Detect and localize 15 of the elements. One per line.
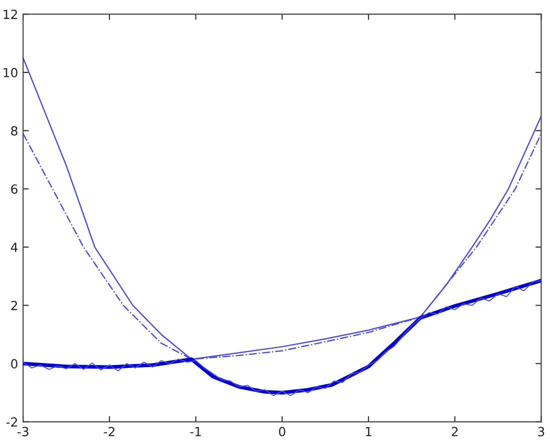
y-tick-label: -2 <box>6 417 17 427</box>
x-tick-label: -1 <box>190 427 201 436</box>
y-tick-label: 0 <box>11 359 18 368</box>
x-tick-label: -2 <box>104 426 114 436</box>
y-tick-label: 2 <box>11 300 17 310</box>
y-tick-label: 10 <box>4 68 18 78</box>
x-tick-label: 3 <box>538 426 544 436</box>
x-tick-label: 0 <box>279 426 286 436</box>
y-tick-label: 8 <box>11 126 18 136</box>
y-tick-label: 4 <box>10 242 18 252</box>
x-tick-label: 2 <box>452 426 458 436</box>
y-tick-label: 12 <box>4 10 17 19</box>
x-tick-label: -3 <box>17 426 28 436</box>
x-tick-label: 1 <box>366 427 372 436</box>
y-tick-label: 6 <box>11 184 18 194</box>
